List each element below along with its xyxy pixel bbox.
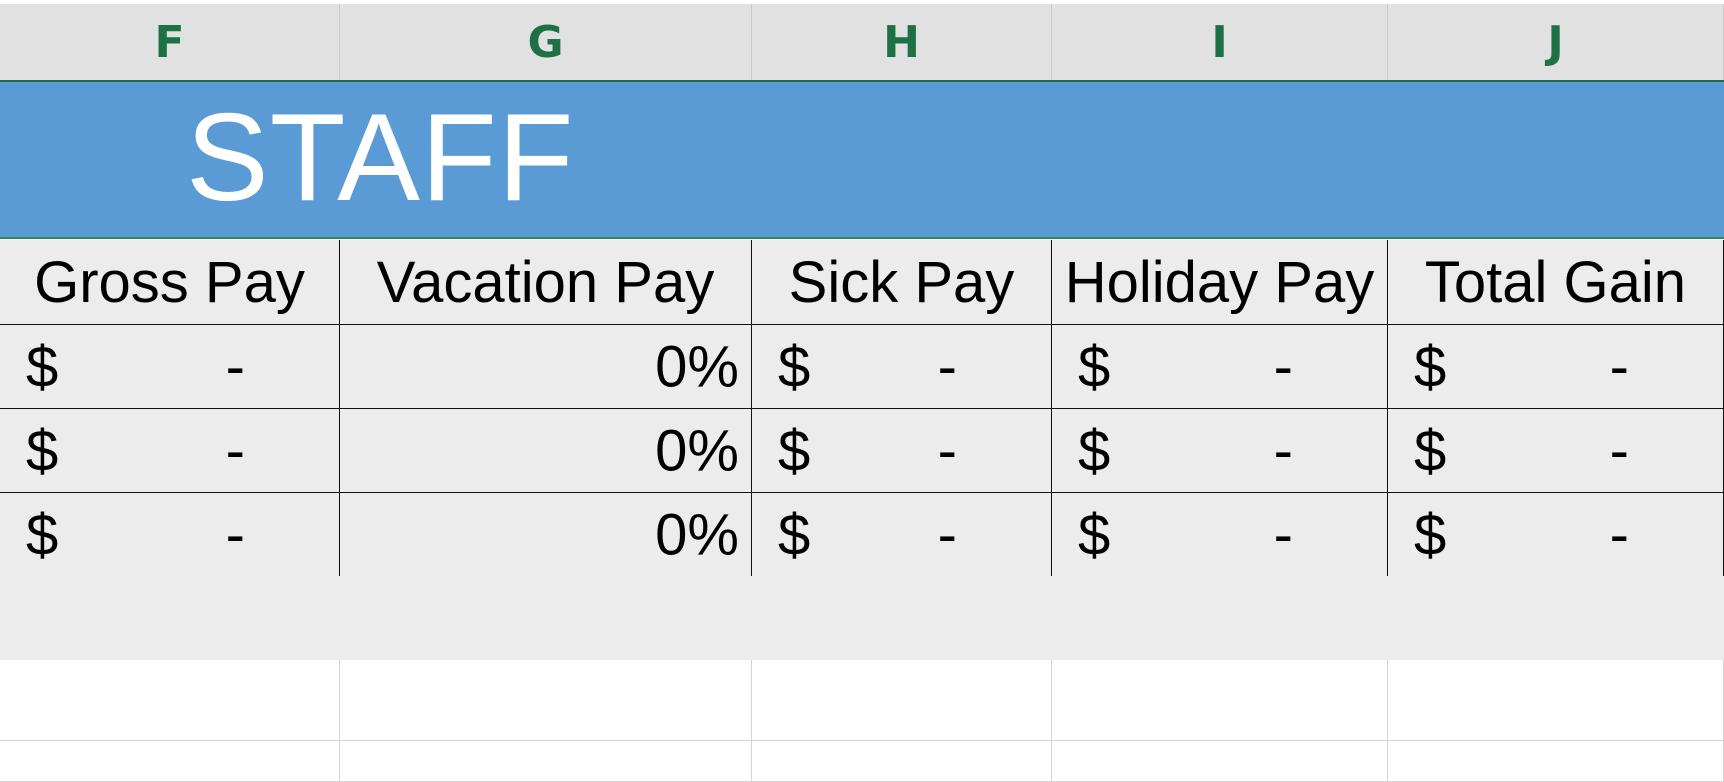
column-header-bar: F G H I J bbox=[0, 4, 1724, 82]
empty-cell[interactable] bbox=[752, 741, 1052, 781]
cell-gross-pay[interactable]: $ - bbox=[0, 409, 340, 492]
cell-gross-pay[interactable]: $ - bbox=[0, 493, 340, 576]
cell-total-gain[interactable]: $ - bbox=[1388, 325, 1724, 408]
cell-holiday-pay[interactable]: $ - bbox=[1052, 409, 1388, 492]
currency-symbol: $ bbox=[26, 502, 59, 567]
header-holiday-pay[interactable]: Holiday Pay bbox=[1052, 240, 1388, 324]
header-total-gain[interactable]: Total Gain bbox=[1388, 240, 1724, 324]
currency-value: - bbox=[225, 502, 245, 567]
column-header-j[interactable]: J bbox=[1388, 4, 1724, 80]
empty-cell[interactable] bbox=[752, 660, 1052, 740]
empty-cell[interactable] bbox=[0, 660, 340, 740]
currency-value: - bbox=[1609, 502, 1629, 567]
currency-symbol: $ bbox=[1414, 502, 1447, 567]
currency-symbol: $ bbox=[1414, 334, 1447, 399]
cell-total-gain[interactable]: $ - bbox=[1388, 409, 1724, 492]
currency-value: - bbox=[1609, 334, 1629, 399]
empty-cell[interactable] bbox=[1388, 660, 1724, 740]
currency-value: - bbox=[225, 334, 245, 399]
percent-value: 0% bbox=[655, 502, 739, 567]
currency-symbol: $ bbox=[1078, 334, 1111, 399]
cell-vacation-pay[interactable]: 0% bbox=[340, 493, 752, 576]
percent-value: 0% bbox=[655, 334, 739, 399]
empty-cell[interactable] bbox=[340, 741, 752, 781]
cell-sick-pay[interactable]: $ - bbox=[752, 409, 1052, 492]
currency-symbol: $ bbox=[26, 334, 59, 399]
currency-value: - bbox=[1273, 418, 1293, 483]
title-band[interactable] bbox=[0, 82, 1724, 239]
currency-value: - bbox=[937, 502, 957, 567]
empty-cell[interactable] bbox=[1052, 741, 1388, 781]
cell-sick-pay[interactable]: $ - bbox=[752, 325, 1052, 408]
header-vacation-pay[interactable]: Vacation Pay bbox=[340, 240, 752, 324]
currency-value: - bbox=[937, 334, 957, 399]
cell-vacation-pay[interactable]: 0% bbox=[340, 409, 752, 492]
table-header-row: Gross Pay Vacation Pay Sick Pay Holiday … bbox=[0, 240, 1724, 325]
empty-row bbox=[0, 741, 1724, 782]
currency-symbol: $ bbox=[26, 418, 59, 483]
cell-sick-pay[interactable]: $ - bbox=[752, 493, 1052, 576]
header-sick-pay[interactable]: Sick Pay bbox=[752, 240, 1052, 324]
cell-gross-pay[interactable]: $ - bbox=[0, 325, 340, 408]
cell-vacation-pay[interactable]: 0% bbox=[340, 325, 752, 408]
currency-symbol: $ bbox=[778, 334, 811, 399]
currency-symbol: $ bbox=[1078, 418, 1111, 483]
column-header-f[interactable]: F bbox=[0, 4, 340, 80]
currency-value: - bbox=[1609, 418, 1629, 483]
currency-value: - bbox=[1273, 502, 1293, 567]
header-gross-pay[interactable]: Gross Pay bbox=[0, 240, 340, 324]
table-row: $ - 0% $ - $ - $ - bbox=[0, 325, 1724, 409]
column-header-i[interactable]: I bbox=[1052, 4, 1388, 80]
table-row: $ - 0% $ - $ - $ - bbox=[0, 409, 1724, 493]
currency-symbol: $ bbox=[778, 418, 811, 483]
empty-cell[interactable] bbox=[1052, 660, 1388, 740]
currency-symbol: $ bbox=[1078, 502, 1111, 567]
column-header-h[interactable]: H bbox=[752, 4, 1052, 80]
currency-value: - bbox=[225, 418, 245, 483]
cell-total-gain[interactable]: $ - bbox=[1388, 493, 1724, 576]
empty-row bbox=[0, 660, 1724, 741]
percent-value: 0% bbox=[655, 418, 739, 483]
currency-value: - bbox=[1273, 334, 1293, 399]
empty-cell[interactable] bbox=[0, 741, 340, 781]
column-header-g[interactable]: G bbox=[340, 4, 752, 80]
sheet-title[interactable]: STAFF bbox=[186, 89, 575, 227]
table-row: $ - 0% $ - $ - $ - bbox=[0, 493, 1724, 577]
cell-holiday-pay[interactable]: $ - bbox=[1052, 493, 1388, 576]
blank-filled-row[interactable] bbox=[0, 576, 1724, 660]
currency-symbol: $ bbox=[1414, 418, 1447, 483]
currency-value: - bbox=[937, 418, 957, 483]
empty-cell[interactable] bbox=[1388, 741, 1724, 781]
currency-symbol: $ bbox=[778, 502, 811, 567]
cell-holiday-pay[interactable]: $ - bbox=[1052, 325, 1388, 408]
empty-cell[interactable] bbox=[340, 660, 752, 740]
